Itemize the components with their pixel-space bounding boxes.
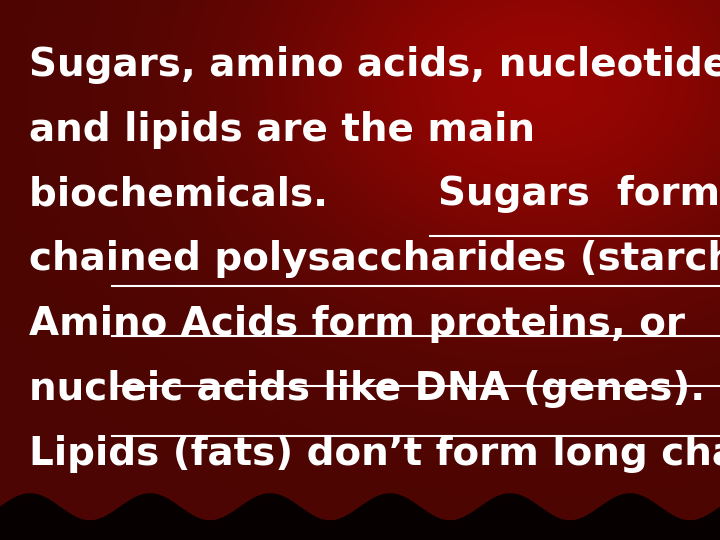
Text: nucleic acids like DNA (genes).: nucleic acids like DNA (genes). bbox=[29, 370, 719, 408]
Text: Sugars, amino acids, nucleotides: Sugars, amino acids, nucleotides bbox=[29, 46, 720, 84]
Text: Sugars  form long-: Sugars form long- bbox=[438, 176, 720, 213]
Text: Lipids (fats) don’t form long chains.: Lipids (fats) don’t form long chains. bbox=[29, 435, 720, 472]
Text: chained polysaccharides (starch).: chained polysaccharides (starch). bbox=[29, 240, 720, 278]
Text: biochemicals.: biochemicals. bbox=[29, 176, 355, 213]
Text: Amino Acids form proteins, or: Amino Acids form proteins, or bbox=[29, 305, 685, 343]
Text: and lipids are the main: and lipids are the main bbox=[29, 111, 535, 148]
